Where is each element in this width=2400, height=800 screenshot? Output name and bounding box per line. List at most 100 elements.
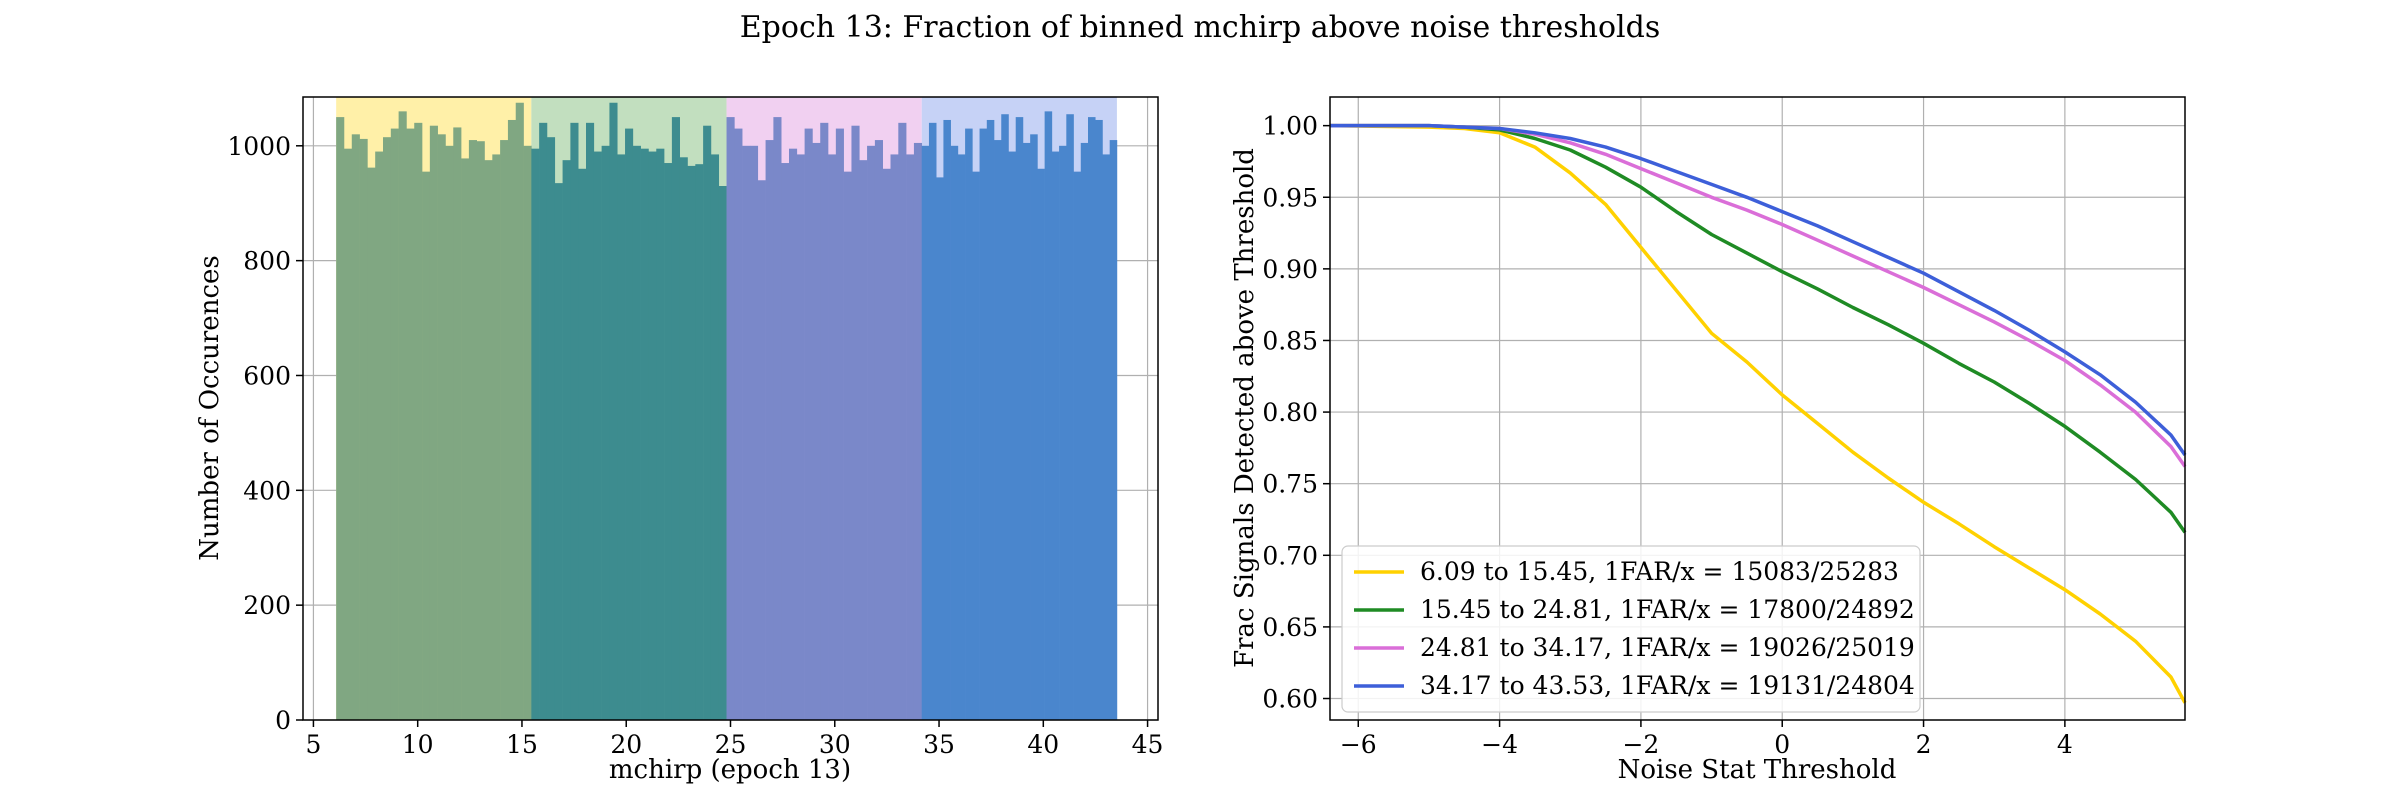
line-series-1 — [1329, 123, 2187, 704]
histogram-bar — [617, 154, 626, 720]
histogram-bar — [437, 134, 446, 721]
histogram-bar — [781, 163, 790, 721]
histogram-bar — [972, 171, 980, 721]
histogram-bar — [531, 148, 540, 720]
histogram-bar — [1001, 114, 1009, 720]
histogram-bar — [390, 128, 399, 721]
histogram-bar — [950, 145, 959, 720]
histogram-bar — [492, 154, 501, 720]
histogram-bar — [507, 119, 517, 720]
histogram-bar — [445, 145, 454, 720]
histogram-x-tick-label: 25 — [715, 730, 747, 759]
histogram-bar — [476, 141, 485, 721]
line-chart-x-axis-label: Noise Stat Threshold — [1618, 755, 1897, 785]
histogram-bar — [835, 128, 844, 721]
histogram-y-axis-label: Number of Occurences — [195, 255, 225, 560]
histogram-bar — [586, 122, 595, 721]
line-series-4 — [1330, 123, 2187, 457]
histogram-bars — [336, 102, 1118, 721]
histogram-bar — [718, 186, 727, 720]
histogram-bar — [734, 128, 743, 721]
line-chart-plot-frame — [1329, 96, 2186, 721]
histogram-bar — [1044, 111, 1053, 720]
line-chart-y-tick-label: 0.85 — [1262, 326, 1318, 355]
histogram-bar — [546, 137, 556, 720]
line-chart-x-tick-label: 4 — [2057, 730, 2073, 759]
line-series-2 — [1330, 123, 2187, 534]
histogram-bar — [874, 140, 883, 720]
histogram-bar — [343, 148, 353, 720]
histogram-bar — [757, 180, 766, 721]
histogram-bar — [398, 111, 407, 720]
histogram-bar — [1102, 154, 1110, 720]
histogram-bar — [1037, 168, 1045, 721]
histogram-bar — [1008, 151, 1017, 720]
histogram-y-tick-label: 1000 — [227, 132, 291, 161]
histogram-bar — [367, 167, 376, 721]
histogram-bar — [461, 158, 470, 720]
histogram-bar — [828, 154, 837, 720]
histogram-bar — [523, 145, 532, 720]
histogram-bar — [593, 151, 602, 720]
histogram-x-tick-label: 20 — [610, 730, 642, 759]
histogram-bar — [640, 148, 649, 720]
histogram-bar — [1030, 134, 1038, 721]
histogram-bar — [664, 163, 673, 721]
histogram-bar — [500, 140, 509, 720]
histogram-y-tick-label: 0 — [275, 706, 291, 735]
histogram-bar — [710, 154, 720, 720]
histogram-bar — [749, 145, 759, 720]
histogram-bar — [943, 119, 951, 720]
line-chart-y-tick-label: 1.00 — [1262, 112, 1318, 141]
histogram-y-tick-label: 600 — [243, 361, 291, 390]
line-series-3 — [1330, 123, 2187, 468]
histogram-bar — [539, 122, 548, 721]
histogram-bar — [679, 157, 688, 720]
histogram-bar — [773, 117, 782, 720]
histogram-bar — [913, 142, 923, 720]
histogram-bar — [921, 145, 930, 720]
histogram-bar — [979, 128, 988, 721]
legend-label: 24.81 to 34.17, 1FAR/x = 19026/25019 — [1420, 633, 1915, 662]
histogram-bar — [375, 151, 384, 720]
histogram-bar — [957, 154, 966, 720]
line-chart-y-tick-label: 0.90 — [1262, 255, 1318, 284]
histogram-bar — [703, 125, 712, 721]
histogram-bar — [726, 117, 735, 720]
histogram-bar — [429, 125, 438, 721]
histogram-bar — [1088, 117, 1096, 720]
histogram-bar — [632, 145, 641, 720]
histogram-bar — [986, 119, 995, 720]
histogram-bar — [820, 122, 829, 721]
line-chart-panel: Noise Stat Threshold Frac Signals Detect… — [1230, 96, 2187, 785]
histogram-x-tick-label: 30 — [819, 730, 851, 759]
histogram-x-tick-label: 40 — [1027, 730, 1059, 759]
histogram-bar — [359, 138, 368, 720]
histogram-bar — [562, 160, 571, 721]
histogram-bar — [1066, 114, 1074, 720]
histogram-bar — [1022, 142, 1031, 720]
histogram-bar — [422, 171, 431, 721]
histogram-x-tick-label: 15 — [506, 730, 538, 759]
legend-label: 6.09 to 15.45, 1FAR/x = 15083/25283 — [1420, 557, 1899, 586]
histogram-y-tick-label: 200 — [243, 591, 291, 620]
histogram-x-tick-label: 5 — [305, 730, 321, 759]
histogram-bar — [890, 154, 899, 720]
histogram-bar — [1073, 171, 1082, 721]
histogram-bar — [1051, 151, 1060, 720]
line-chart-y-tick-label: 0.60 — [1262, 685, 1318, 714]
histogram-bar — [671, 117, 680, 720]
line-chart-x-tick-label: 0 — [1774, 730, 1790, 759]
histogram-bar — [928, 122, 937, 721]
histogram-panel: mchirp (epoch 13) Number of Occurences 5… — [195, 96, 1163, 785]
line-chart-y-tick-label: 0.75 — [1262, 470, 1318, 499]
figure-title: Epoch 13: Fraction of binned mchirp abov… — [740, 10, 1660, 45]
histogram-bar — [1059, 145, 1067, 720]
histogram-bar — [1080, 142, 1089, 720]
histogram-bar — [656, 148, 665, 720]
histogram-bar — [843, 171, 852, 721]
histogram-bar — [851, 125, 860, 721]
histogram-x-tick-label: 10 — [402, 730, 434, 759]
histogram-bar — [468, 140, 477, 720]
